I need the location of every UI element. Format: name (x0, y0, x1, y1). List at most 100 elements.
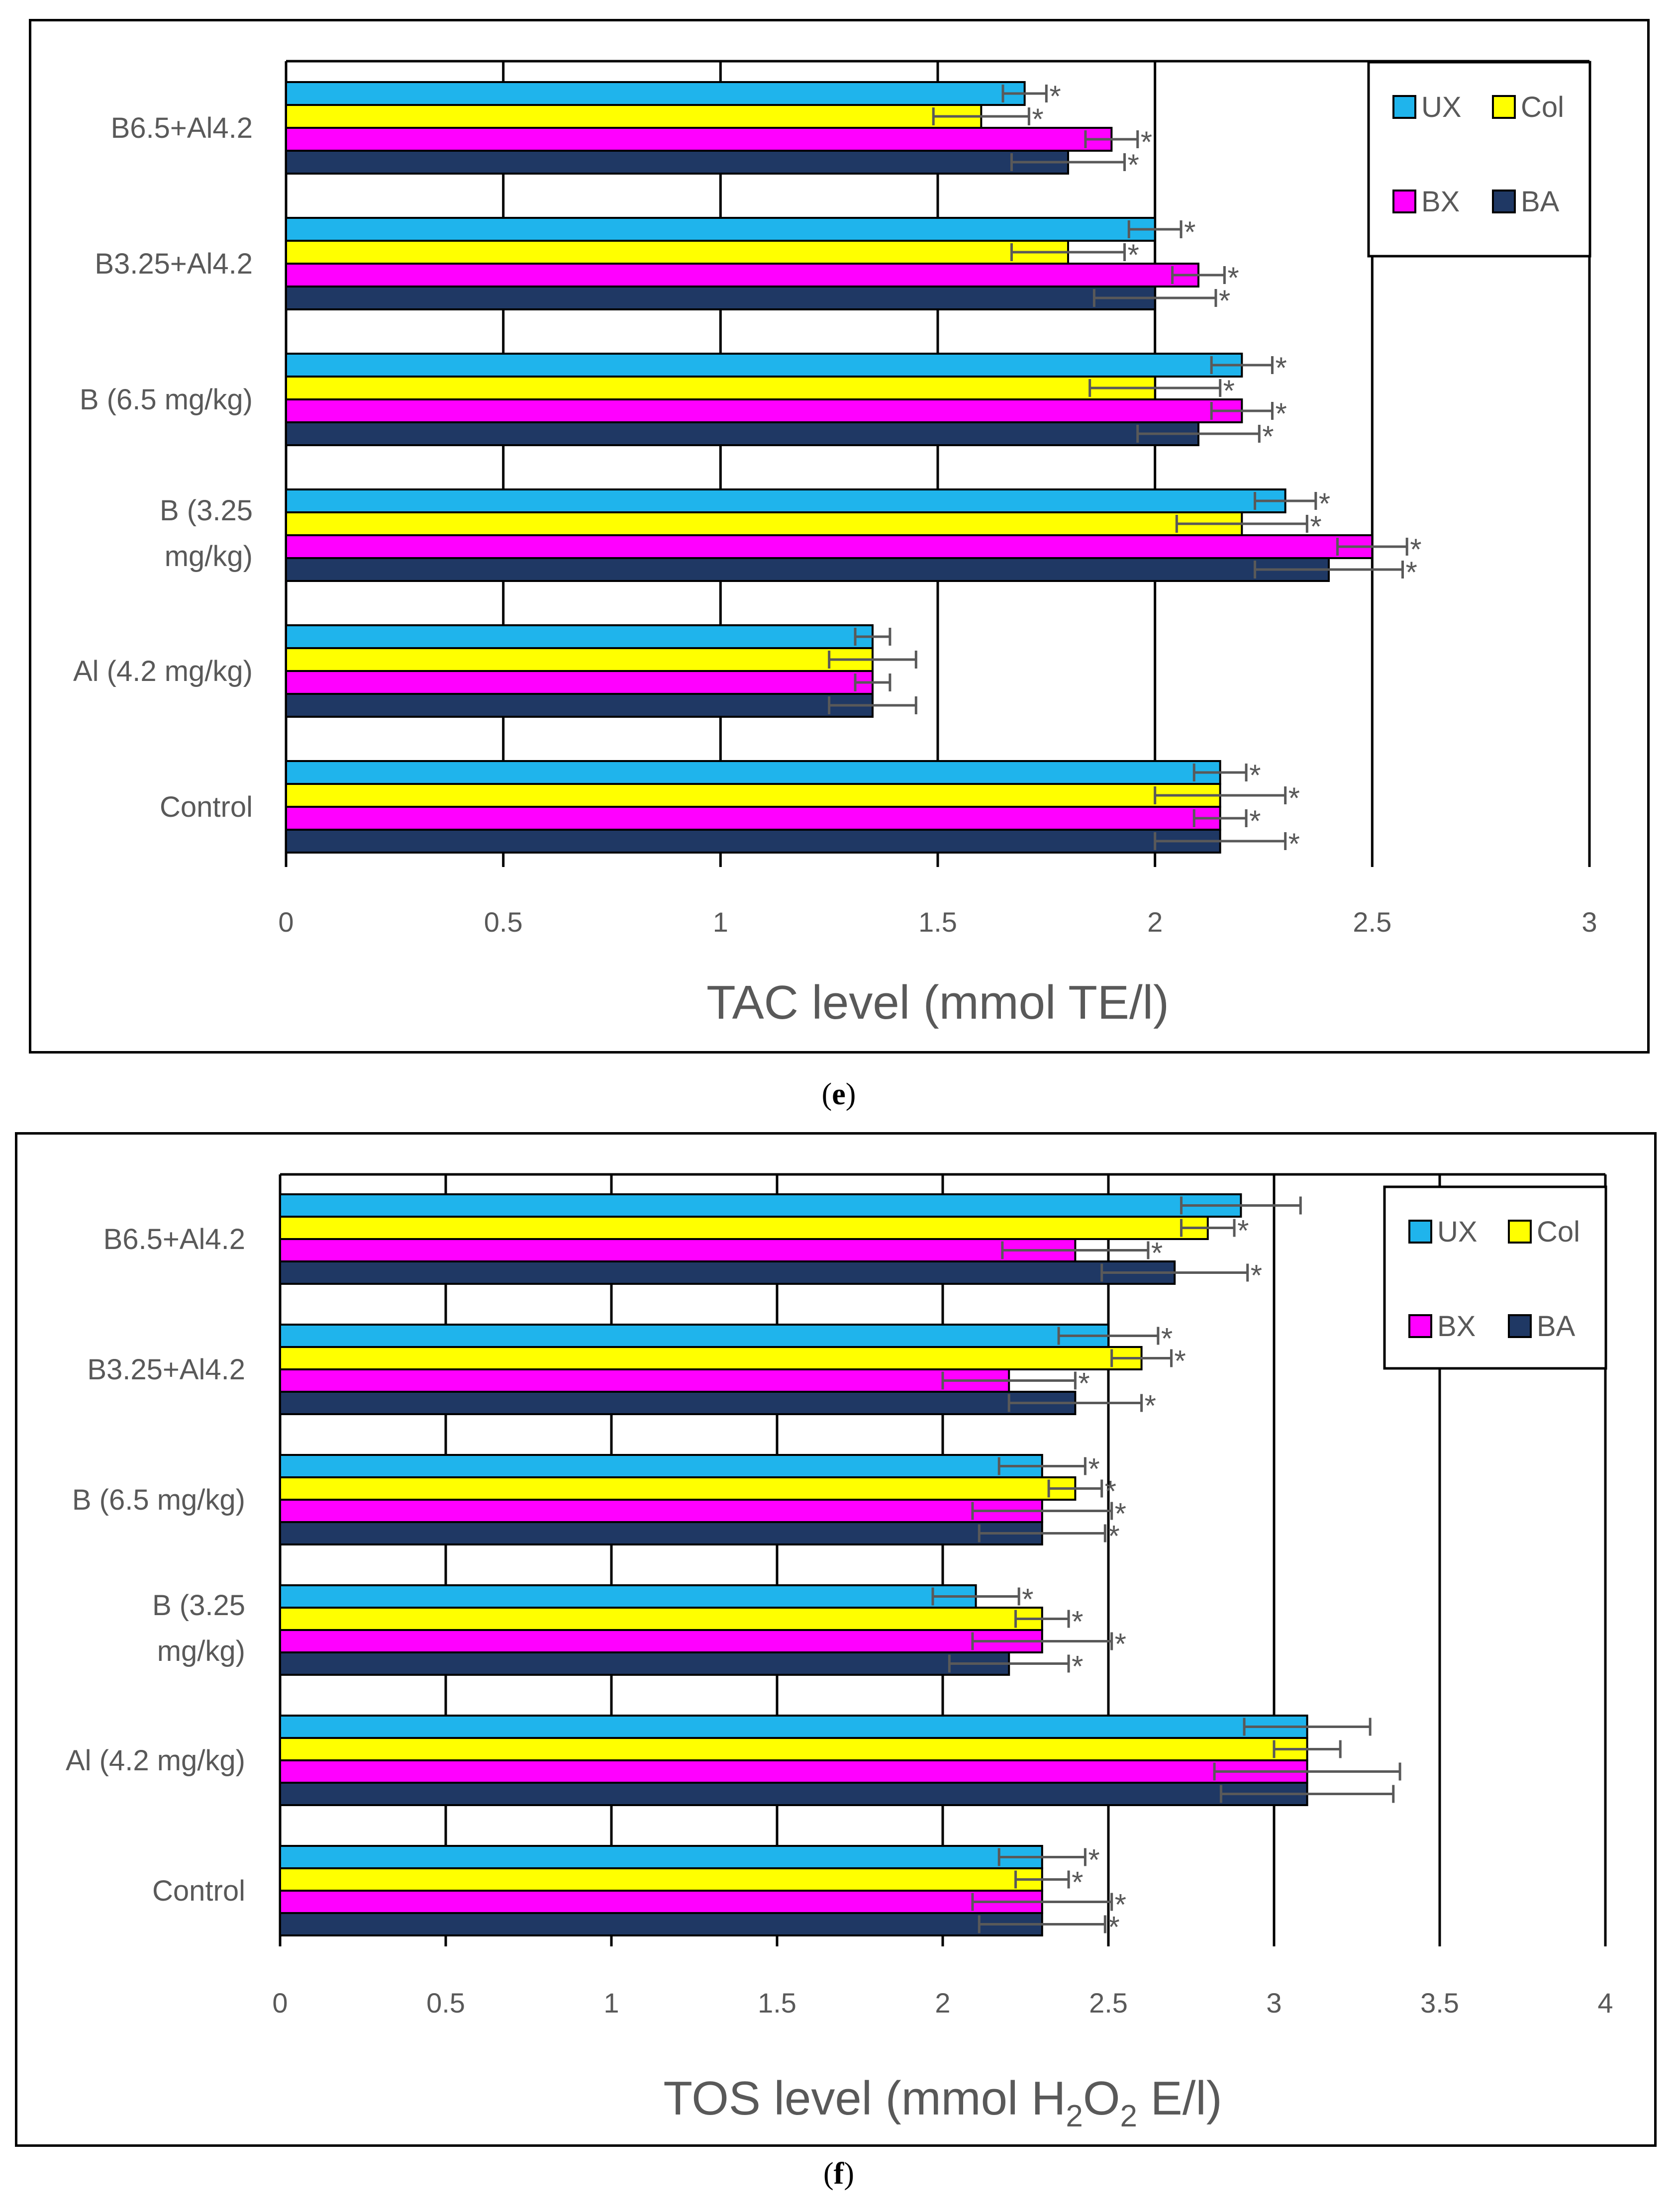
bar-BA (285, 557, 1330, 582)
significance-mark: * (1161, 1322, 1173, 1355)
bar-Col (279, 1216, 1209, 1240)
bar-BX (279, 1890, 1043, 1914)
bar-UX (285, 217, 1156, 242)
category-label: Al (4.2 mg/kg) (73, 655, 253, 687)
category-label: Control (152, 1875, 245, 1907)
bar-Col (279, 1346, 1143, 1370)
bar-BA (279, 1260, 1176, 1285)
chart-panel-e: * * * * * * * * * * * * * * * * * * * * B6.5+Al4.2 B3.25+Al4.… (29, 19, 1650, 1054)
bar-BX (285, 263, 1199, 288)
legend-label-UX: UX (1437, 1216, 1478, 1248)
tick-label: 3 (1581, 906, 1597, 938)
significance-mark: * (1115, 1628, 1126, 1661)
category-label: B6.5+Al4.2 (111, 112, 253, 144)
x-axis-title: TAC level (mmol TE/l) (706, 976, 1169, 1029)
bar-Col (279, 1607, 1043, 1631)
tick-label: 2 (1147, 906, 1163, 938)
tick-label: 3.5 (1420, 1987, 1459, 2019)
bar-Col (285, 376, 1156, 400)
axis-title-part: TOS level (mmol H (663, 2072, 1066, 2125)
chart-panel-f: * * * * * * * * * * * * * * * * * * * B6.5+Al4.2 B3.25+Al4.2… (15, 1132, 1657, 2147)
category-label: mg/kg) (165, 540, 253, 573)
bar-BX (285, 534, 1374, 559)
significance-mark: * (1275, 397, 1286, 430)
bar-BX (279, 1238, 1077, 1262)
significance-mark: * (1072, 1866, 1083, 1899)
significance-mark: * (1078, 1367, 1089, 1400)
category-label: B3.25+Al4.2 (95, 248, 253, 280)
panel-label-f: (f) (823, 2157, 854, 2191)
legend-swatch-BA (1492, 190, 1516, 213)
tick-label: 2 (935, 1987, 950, 2019)
significance-mark: * (1237, 1214, 1249, 1248)
bar-Col (285, 104, 983, 129)
bar-BA (285, 150, 1069, 175)
bar-BA (279, 1912, 1043, 1936)
bar-UX (285, 353, 1243, 378)
significance-mark: * (1405, 556, 1417, 589)
legend-box (1367, 61, 1591, 258)
tick-label: 0 (278, 906, 294, 938)
significance-mark: * (1227, 261, 1239, 294)
axis-title-part: E/l) (1137, 2072, 1222, 2125)
tick-label: 0.5 (484, 906, 523, 938)
category-label: B3.25+Al4.2 (87, 1353, 245, 1386)
category-label: Control (160, 791, 253, 823)
bar-Col (279, 1476, 1077, 1501)
significance-mark: * (1145, 1389, 1156, 1423)
significance-mark: * (1319, 487, 1330, 520)
category-label: B (3.25 (152, 1589, 245, 1622)
significance-mark: * (1175, 1345, 1186, 1378)
significance-mark: * (1219, 284, 1230, 317)
significance-mark: * (1410, 533, 1421, 566)
chart-f: *******************B6.5+Al4.2B3.25+Al4.2… (66, 1173, 1613, 2133)
panel-label-e: (e) (821, 1077, 856, 1111)
significance-mark: * (1184, 215, 1195, 249)
significance-mark: * (1262, 420, 1274, 453)
category-label: B (3.25 (160, 494, 253, 527)
tick-label: 3 (1266, 1987, 1282, 2019)
axis-title-subscript: 2 (1120, 2099, 1137, 2133)
bar-UX (285, 760, 1221, 785)
chart-e: ********************B6.5+Al4.2B3.25+Al4.… (73, 60, 1597, 1029)
bar-UX (279, 1584, 977, 1609)
tick-label: 0.5 (426, 1987, 465, 2019)
category-label: B6.5+Al4.2 (103, 1223, 245, 1255)
legend-label-Col: Col (1521, 91, 1564, 123)
axis-title-subscript: 2 (1066, 2099, 1083, 2133)
bar-BX (279, 1368, 1010, 1393)
legend-swatch-UX (1392, 95, 1416, 119)
legend-swatch-BA (1508, 1314, 1532, 1338)
tick-label: 1 (603, 1987, 619, 2019)
bar-UX (279, 1454, 1043, 1478)
bar-BA (285, 693, 874, 718)
bar-Col (285, 783, 1221, 808)
bar-BA (279, 1782, 1308, 1806)
significance-mark: * (1288, 827, 1300, 861)
bar-UX (279, 1715, 1308, 1739)
significance-mark: * (1088, 1452, 1099, 1486)
bar-Col (285, 647, 874, 672)
significance-mark: * (1088, 1843, 1099, 1877)
legend-label-BA: BA (1537, 1310, 1576, 1343)
bar-BA (279, 1651, 1010, 1676)
significance-mark: * (1141, 125, 1152, 159)
significance-mark: * (1249, 804, 1261, 838)
tick-label: 1 (713, 906, 728, 938)
tick-label: 1.5 (918, 906, 957, 938)
significance-mark: * (1251, 1259, 1262, 1292)
category-label: Al (4.2 mg/kg) (66, 1744, 245, 1777)
legend-label-BA: BA (1521, 186, 1560, 218)
significance-mark: * (1108, 1911, 1119, 1944)
legend-label-BX: BX (1437, 1310, 1476, 1343)
bar-UX (279, 1193, 1242, 1218)
legend-swatch-BX (1392, 190, 1416, 213)
significance-mark: * (1288, 781, 1300, 815)
legend-label-UX: UX (1421, 91, 1462, 123)
bar-BA (285, 286, 1156, 310)
bar-BX (279, 1499, 1043, 1523)
significance-mark: * (1072, 1605, 1083, 1638)
bar-Col (279, 1867, 1043, 1892)
legend-label-BX: BX (1421, 186, 1460, 218)
significance-mark: * (1108, 1520, 1119, 1553)
